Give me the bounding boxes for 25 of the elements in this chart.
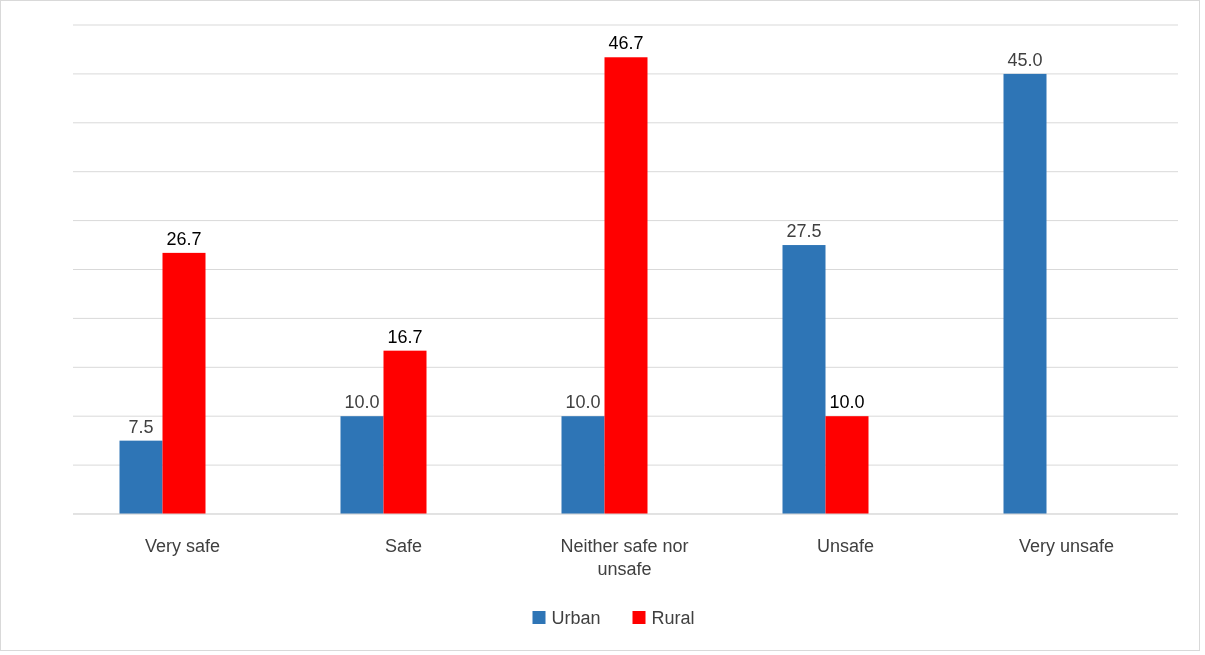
bar	[782, 245, 826, 514]
data-label: 46.7	[608, 33, 644, 54]
x-tick-label: Unsafe	[816, 536, 875, 556]
bar	[561, 416, 605, 514]
data-label: 10.0	[829, 392, 865, 413]
bar	[825, 416, 869, 514]
bar	[604, 57, 648, 514]
bar	[340, 416, 384, 514]
bar	[383, 350, 427, 514]
x-tick-label: Safe	[384, 536, 423, 556]
data-label: 45.0	[1007, 49, 1043, 70]
bar	[1003, 73, 1047, 514]
x-tick-label: Neither safe nor unsafe	[560, 536, 689, 579]
x-tick-label: Very unsafe	[1018, 536, 1115, 556]
data-label: 27.5	[786, 221, 822, 242]
data-label: 26.7	[166, 228, 202, 249]
legend-label: Rural	[651, 608, 695, 629]
data-label: 16.7	[387, 326, 423, 347]
bar	[119, 440, 163, 514]
x-tick-label: Very safe	[144, 536, 221, 556]
data-label: 7.5	[128, 416, 154, 437]
data-label: 10.0	[344, 392, 380, 413]
bar	[162, 252, 206, 514]
legend-label: Urban	[551, 608, 601, 629]
data-label: 10.0	[565, 392, 601, 413]
